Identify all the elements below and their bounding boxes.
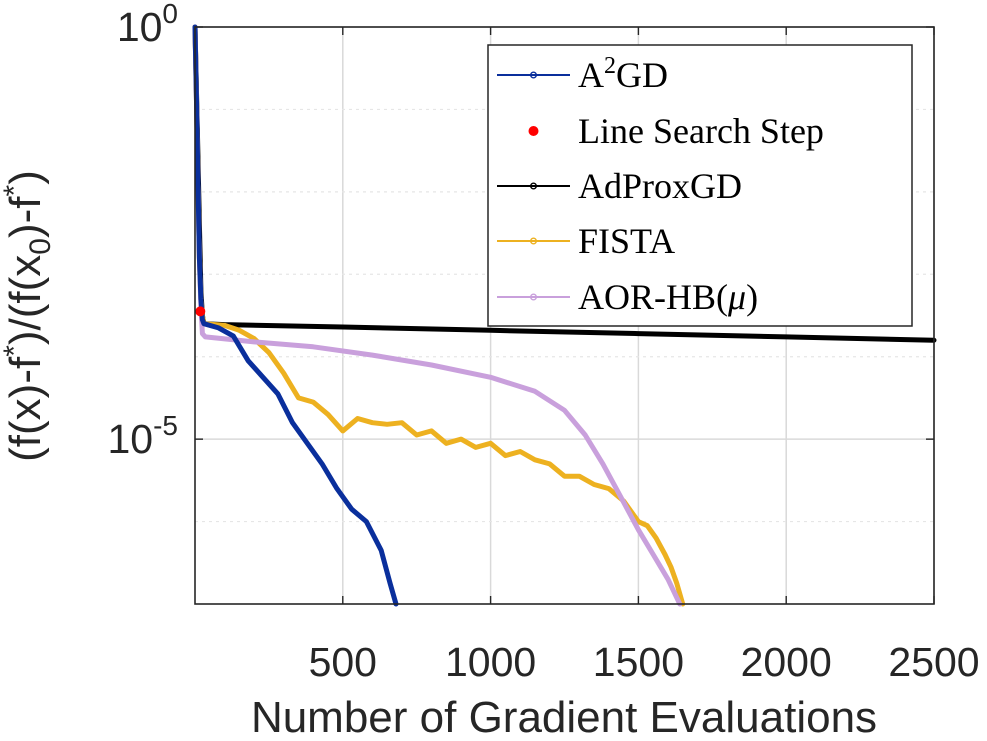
legend-label-aor-hb: AOR-HB(μ)	[578, 277, 758, 317]
line-search-point	[195, 306, 206, 317]
legend-entry-a2gd: A2GD	[497, 53, 668, 95]
legend-entry-aor-hb: AOR-HB(μ)	[497, 277, 758, 317]
series-line-a2gd	[192, 24, 399, 607]
ticks	[195, 26, 935, 604]
y-axis-label-c: )-f	[1, 196, 50, 238]
tick-labels: 500 1000 1500 2000 2500 100 10-5	[107, 0, 979, 685]
x-tick-label: 2500	[888, 639, 979, 685]
y-axis-label: (f(x)-f*)/(f(x0)-f*)	[0, 170, 57, 462]
x-tick-label: 2000	[741, 639, 832, 685]
legend-entry-adproxgd: AdProxGD	[497, 166, 742, 206]
legend-label-a2gd: A2GD	[578, 53, 668, 95]
x-axis-label: Number of Gradient Evaluations	[251, 693, 877, 741]
legend-label-fista: FISTA	[578, 221, 675, 261]
y-tick-label: 100	[117, 0, 178, 50]
y-tick-label: 10-5	[107, 410, 178, 462]
x-tick-label: 1500	[593, 639, 684, 685]
series-layer	[192, 24, 937, 607]
legend-entry-fista: FISTA	[497, 221, 675, 261]
legend: A2GD Line Search Step AdProxGD FISTA AOR…	[487, 44, 913, 327]
y-axis-label-b: )/(f(x	[1, 255, 50, 345]
y-axis-label-a-sup: *	[0, 345, 31, 357]
legend-marker-fista	[530, 237, 538, 245]
y-axis-label-b-sub: 0	[24, 238, 57, 255]
y-axis-label-d: )	[1, 170, 50, 185]
legend-marker-adproxgd	[530, 182, 538, 190]
legend-marker-aor-hb	[530, 293, 538, 301]
legend-label-adproxgd: AdProxGD	[578, 166, 742, 206]
x-tick-label: 1000	[445, 639, 536, 685]
legend-marker-a2gd	[530, 71, 538, 79]
legend-entry-line-search: Line Search Step	[528, 111, 824, 151]
plot-frame	[194, 26, 935, 605]
legend-marker-line-search	[528, 126, 539, 136]
y-axis-label-a: (f(x)-f	[1, 356, 50, 462]
legend-label-line-search: Line Search Step	[578, 111, 824, 151]
y-axis-label-c-sup: *	[0, 184, 31, 196]
x-tick-label: 500	[309, 639, 377, 685]
